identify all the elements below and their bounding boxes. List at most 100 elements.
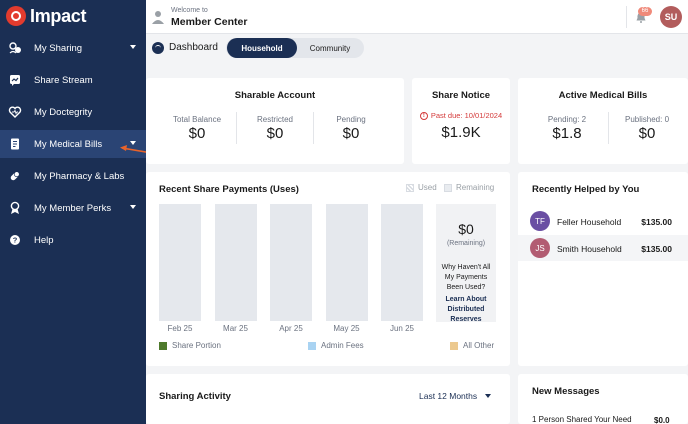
divider [626, 6, 627, 28]
card-title: Sharing Activity [159, 391, 231, 402]
past-due-row: ! Past due: 10/01/2024 [412, 111, 510, 120]
sidebar-item-my-medical-bills[interactable]: My Medical Bills [0, 130, 146, 158]
x-tick-label: Feb 25 [167, 324, 193, 333]
brand-name: Impact [30, 5, 87, 26]
stat-label: Restricted [256, 115, 293, 124]
divider [608, 112, 609, 144]
legend-swatch [444, 183, 452, 192]
stream-icon [8, 73, 22, 87]
sidebar-item-label: My Medical Bills [34, 138, 103, 150]
message-text[interactable]: 1 Person Shared Your Need [532, 415, 632, 424]
sidebar-item-my-pharmacy-labs[interactable]: My Pharmacy & Labs [0, 162, 146, 190]
chart-bar[interactable] [381, 204, 423, 321]
legend-label: Share Portion [172, 341, 221, 350]
sidebar-item-label: Help [34, 234, 54, 246]
sidebar-item-my-doctegrity[interactable]: My Doctegrity [0, 98, 146, 126]
stat-value: $0 [638, 125, 656, 142]
legend-label: Admin Fees [321, 341, 364, 350]
sidebar-item-help[interactable]: ? Help [0, 226, 146, 254]
legend-swatch [450, 341, 458, 350]
notification-badge: 66 [638, 7, 652, 16]
perks-icon [8, 201, 22, 215]
x-tick-label: Apr 25 [279, 324, 303, 333]
sidebar-item-label: Share Stream [34, 74, 93, 86]
dashboard-icon [152, 42, 164, 54]
legend-share-portion: Share Portion [159, 341, 221, 350]
bills-icon [8, 137, 22, 151]
sidebar-item-my-member-perks[interactable]: My Member Perks [0, 194, 146, 222]
sidebar-item-share-stream[interactable]: Share Stream [0, 66, 146, 94]
sharable-account-card[interactable]: Sharable Account Total Balance $0 Restri… [146, 78, 404, 164]
chart-bar[interactable] [159, 204, 201, 321]
avatar[interactable]: SU [660, 6, 682, 28]
divider [313, 112, 314, 144]
card-title: Sharable Account [234, 90, 316, 101]
stat-value: $0 [342, 125, 360, 142]
stat-label: Pending [336, 115, 366, 124]
chart-bar[interactable] [270, 204, 312, 321]
household-name: Smith Household [557, 244, 622, 254]
dropdown-value: Last 12 Months [419, 391, 478, 401]
remaining-panel: $0 (Remaining) Why Haven't All My Paymen… [436, 204, 496, 322]
share-payments-card: Recent Share Payments (Uses) Used Remain… [146, 172, 510, 366]
household-name: Feller Household [557, 217, 622, 227]
sidebar-item-my-sharing[interactable]: My Sharing [0, 34, 146, 62]
active-medical-bills-card[interactable]: Active Medical Bills Pending: 2 $1.8 Pub… [518, 78, 688, 164]
sharing-icon [8, 41, 22, 55]
legend-used: Used [406, 183, 437, 192]
sidebar-item-label: My Pharmacy & Labs [34, 170, 125, 182]
new-messages-card: New Messages 1 Person Shared Your Need $… [518, 374, 688, 424]
tab-household[interactable]: Household [227, 38, 297, 58]
stat-value: $0 [188, 125, 206, 142]
welcome-text: Welcome to [171, 7, 208, 14]
question-text: Why Haven't All My Payments Been Used? [441, 264, 491, 291]
remaining-amount: $0 [458, 221, 474, 237]
x-tick-label: Mar 25 [223, 324, 248, 333]
card-title: Share Notice [431, 90, 491, 101]
period-dropdown[interactable]: Last 12 Months [419, 391, 492, 401]
chevron-down-icon [130, 141, 136, 145]
legend-admin-fees: Admin Fees [308, 341, 364, 350]
svg-text:?: ? [13, 236, 18, 245]
sidebar: Impact My Sharing Share Stream My Docteg… [0, 0, 146, 424]
card-title: Recent Share Payments (Uses) [159, 184, 299, 195]
card-title: New Messages [532, 386, 600, 397]
page-title: Member Center [171, 16, 248, 28]
help-icon: ? [8, 233, 22, 247]
heart-icon [8, 105, 22, 119]
alert-icon: ! [419, 111, 428, 120]
chevron-down-icon [485, 394, 492, 398]
card-title: Active Medical Bills [558, 90, 648, 101]
household-community-toggle: Household Community [226, 38, 364, 58]
top-bar: Welcome to Member Center 66 SU [146, 0, 688, 34]
user-icon [152, 11, 164, 24]
dashboard-label: Dashboard [169, 42, 218, 53]
impact-logo-icon [6, 6, 26, 26]
learn-more-link[interactable]: Learn About Distributed Reserves [445, 296, 487, 322]
legend-swatch [159, 341, 167, 350]
x-tick-label: May 25 [333, 324, 360, 333]
recently-helped-card: Recently Helped by You TF Feller Househo… [518, 172, 688, 366]
sidebar-item-label: My Member Perks [34, 202, 112, 214]
card-title: Recently Helped by You [532, 184, 640, 195]
tab-community[interactable]: Community [309, 43, 351, 53]
brand[interactable]: Impact [0, 0, 146, 32]
legend-swatch [308, 341, 316, 350]
stat-label: Published: 0 [624, 115, 670, 124]
stat-label: Total Balance [172, 115, 222, 124]
amount: $135.00 [641, 244, 672, 254]
pill-icon [8, 169, 22, 183]
list-item[interactable]: JS Smith Household $135.00 [518, 235, 688, 261]
avatar: JS [530, 238, 550, 258]
sidebar-item-label: My Sharing [34, 42, 83, 54]
chevron-down-icon [130, 45, 136, 49]
sidebar-item-label: My Doctegrity [34, 106, 93, 118]
chart-bar[interactable] [214, 204, 257, 321]
stat-value: $1.8 [552, 125, 582, 142]
divider [236, 112, 237, 144]
chart-bar[interactable] [325, 204, 368, 321]
stat-label: Pending: 2 [547, 115, 587, 124]
x-tick-label: Jun 25 [389, 324, 415, 333]
list-item[interactable]: TF Feller Household $135.00 [518, 208, 688, 234]
share-notice-card[interactable]: Share Notice ! Past due: 10/01/2024 $1.9… [412, 78, 510, 164]
